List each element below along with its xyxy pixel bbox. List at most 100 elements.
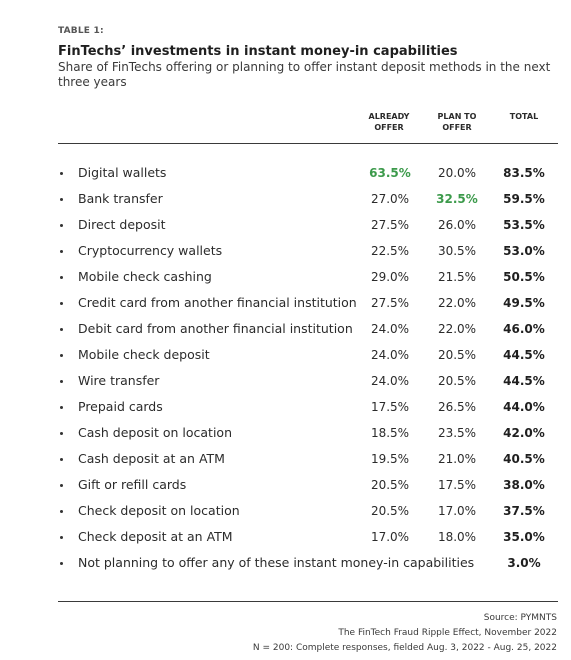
cell-plan: 20.0% [437, 166, 477, 180]
row-label: Prepaid cards [78, 399, 163, 414]
row-label: Cash deposit on location [78, 425, 233, 440]
cell-already: 20.5% [370, 504, 410, 518]
bullet-icon [60, 562, 63, 565]
table-row: Direct deposit 27.5% 26.0% 53.5% [0, 218, 571, 244]
bullet-icon [60, 406, 63, 409]
bullet-icon [60, 458, 63, 461]
bullet-icon [60, 276, 63, 279]
cell-total: 49.5% [503, 296, 545, 310]
table-row: Wire transfer 24.0% 20.5% 44.5% [0, 374, 571, 400]
table-title: FinTechs’ investments in instant money-i… [58, 44, 458, 59]
bullet-icon [60, 380, 63, 383]
cell-plan: 17.5% [437, 478, 477, 492]
row-label: Direct deposit [78, 217, 166, 232]
cell-plan: 20.5% [437, 374, 477, 388]
table-row: Check deposit on location 20.5% 17.0% 37.5% [0, 504, 571, 530]
row-label: Digital wallets [78, 165, 167, 180]
table-row: Digital wallets 63.5% 20.0% 83.5% [0, 166, 571, 192]
bullet-icon [60, 172, 63, 175]
cell-already: 17.5% [370, 400, 410, 414]
cell-plan: 22.0% [437, 296, 477, 310]
row-label: Mobile check cashing [78, 269, 212, 284]
row-label: Debit card from another financial instit… [78, 321, 353, 336]
bullet-icon [60, 354, 63, 357]
cell-total: 44.5% [503, 348, 545, 362]
cell-total: 53.0% [503, 244, 545, 258]
cell-already: 27.5% [370, 218, 410, 232]
cell-already: 19.5% [370, 452, 410, 466]
cell-plan: 26.0% [437, 218, 477, 232]
bullet-icon [60, 432, 63, 435]
table-row: Check deposit at an ATM 17.0% 18.0% 35.0% [0, 530, 571, 556]
cell-total: 46.0% [503, 322, 545, 336]
column-header-plan-to-offer: PLAN TO OFFER [437, 112, 477, 132]
bullet-icon [60, 250, 63, 253]
footer-report: The FinTech Fraud Ripple Effect, Novembe… [338, 628, 557, 638]
table-row: Mobile check cashing 29.0% 21.5% 50.5% [0, 270, 571, 296]
cell-plan: 21.0% [437, 452, 477, 466]
bullet-icon [60, 510, 63, 513]
table-row: Bank transfer 27.0% 32.5% 59.5% [0, 192, 571, 218]
cell-already: 17.0% [370, 530, 410, 544]
cell-total: 53.5% [503, 218, 545, 232]
row-label: Cryptocurrency wallets [78, 243, 223, 258]
row-label: Credit card from another financial insti… [78, 295, 357, 310]
table-row: Not planning to offer any of these insta… [0, 556, 571, 582]
table-subtitle: Share of FinTechs offering or planning t… [58, 60, 551, 89]
cell-total: 44.0% [503, 400, 545, 414]
table-row: Credit card from another financial insti… [0, 296, 571, 322]
cell-total: 40.5% [503, 452, 545, 466]
bullet-icon [60, 302, 63, 305]
table-row: Cash deposit on location 18.5% 23.5% 42.0% [0, 426, 571, 452]
table-row: Mobile check deposit 24.0% 20.5% 44.5% [0, 348, 571, 374]
cell-plan: 18.0% [437, 530, 477, 544]
table-row: Cryptocurrency wallets 22.5% 30.5% 53.0% [0, 244, 571, 270]
cell-total: 37.5% [503, 504, 545, 518]
row-label: Bank transfer [78, 191, 163, 206]
cell-already: 22.5% [370, 244, 410, 258]
bullet-icon [60, 328, 63, 331]
cell-total: 50.5% [503, 270, 545, 284]
cell-already: 24.0% [370, 348, 410, 362]
cell-plan: 26.5% [437, 400, 477, 414]
header-divider [58, 143, 558, 144]
bullet-icon [60, 536, 63, 539]
row-label: Cash deposit at an ATM [78, 451, 225, 466]
column-header-total: TOTAL [509, 112, 539, 121]
cell-already: 29.0% [370, 270, 410, 284]
cell-total: 3.0% [507, 556, 541, 570]
row-label: Not planning to offer any of these insta… [78, 555, 475, 570]
cell-total: 44.5% [503, 374, 545, 388]
table-label: TABLE 1: [58, 26, 104, 36]
cell-already: 20.5% [370, 478, 410, 492]
cell-total: 42.0% [503, 426, 545, 440]
cell-plan: 21.5% [437, 270, 477, 284]
column-header-already-offer: ALREADY OFFER [368, 112, 410, 132]
cell-plan: 23.5% [437, 426, 477, 440]
cell-total: 38.0% [503, 478, 545, 492]
table-row: Debit card from another financial instit… [0, 322, 571, 348]
footer-divider [58, 601, 558, 602]
cell-total: 83.5% [503, 166, 545, 180]
row-label: Mobile check deposit [78, 347, 210, 362]
cell-total: 59.5% [503, 192, 545, 206]
cell-already: 27.0% [370, 192, 410, 206]
footer-source: Source: PYMNTS [483, 613, 557, 623]
cell-already: 24.0% [370, 374, 410, 388]
cell-plan: 30.5% [437, 244, 477, 258]
bullet-icon [60, 224, 63, 227]
cell-already: 18.5% [370, 426, 410, 440]
cell-plan: 17.0% [437, 504, 477, 518]
cell-already: 27.5% [370, 296, 410, 310]
bullet-icon [60, 198, 63, 201]
row-label: Check deposit on location [78, 503, 240, 518]
row-label: Wire transfer [78, 373, 160, 388]
bullet-icon [60, 484, 63, 487]
cell-already: 63.5% [369, 166, 411, 180]
cell-plan: 22.0% [437, 322, 477, 336]
table-body: Digital wallets 63.5% 20.0% 83.5% Bank trans… [0, 166, 571, 582]
cell-already: 24.0% [370, 322, 410, 336]
cell-plan: 20.5% [437, 348, 477, 362]
table-row: Cash deposit at an ATM 19.5% 21.0% 40.5% [0, 452, 571, 478]
row-label: Check deposit at an ATM [78, 529, 233, 544]
